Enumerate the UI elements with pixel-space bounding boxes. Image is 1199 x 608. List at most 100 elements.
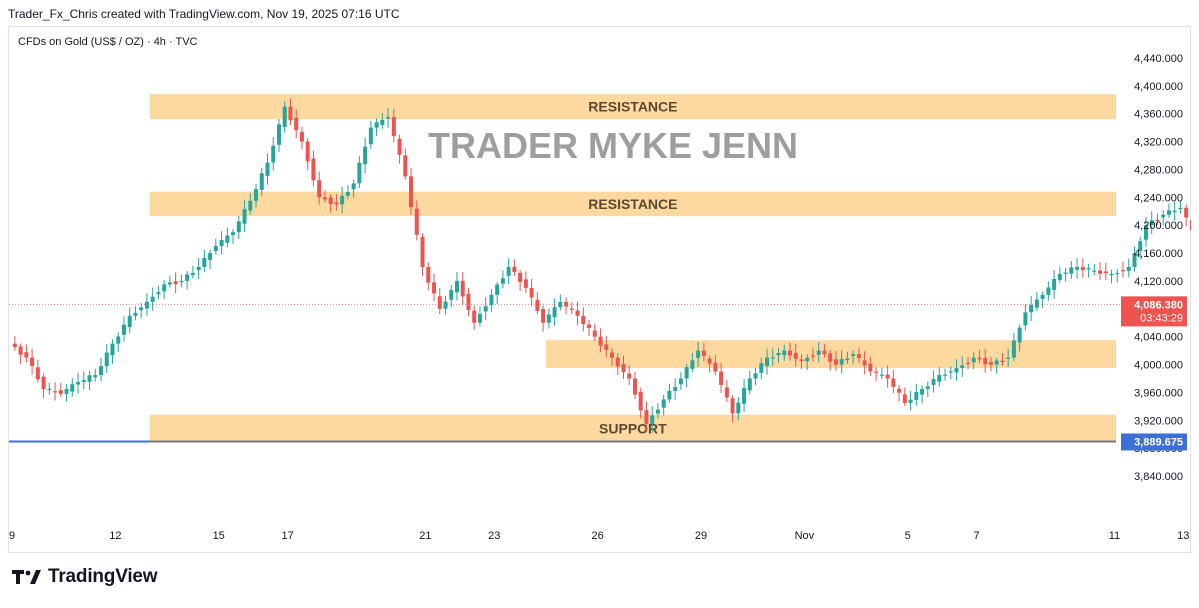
candle-body bbox=[409, 176, 414, 208]
candle-body bbox=[432, 282, 437, 294]
candle-body bbox=[506, 267, 511, 276]
candle-body bbox=[730, 398, 735, 414]
candle-body bbox=[116, 336, 121, 344]
candle-body bbox=[489, 294, 494, 306]
candle-body bbox=[437, 296, 442, 309]
candle-body bbox=[345, 192, 350, 196]
candle-body bbox=[317, 180, 322, 198]
candle-body bbox=[851, 354, 856, 356]
candle-body bbox=[477, 313, 482, 323]
candle-body bbox=[1166, 210, 1171, 215]
candle-body bbox=[793, 352, 798, 359]
candle-body bbox=[920, 388, 925, 395]
candle-body bbox=[701, 350, 706, 356]
y-tick-label: 4,400.000 bbox=[1134, 81, 1183, 93]
chart-frame bbox=[8, 26, 1191, 553]
candle-body bbox=[753, 373, 758, 379]
x-tick-label: 13 bbox=[1177, 530, 1189, 542]
candle-body bbox=[523, 279, 528, 288]
x-tick-label: 9 bbox=[9, 530, 15, 542]
candle-body bbox=[179, 280, 184, 283]
candle-body bbox=[592, 330, 597, 337]
x-tick-label: Nov bbox=[795, 530, 815, 542]
candle-body bbox=[87, 375, 92, 382]
candle-body bbox=[1086, 268, 1091, 270]
candle-body bbox=[1052, 278, 1057, 290]
candle-body bbox=[902, 394, 907, 403]
tradingview-logo-icon bbox=[12, 570, 41, 584]
candle-body bbox=[64, 388, 69, 394]
candle-body bbox=[1011, 340, 1016, 358]
candle-body bbox=[1189, 219, 1191, 231]
y-tick-label: 4,040.000 bbox=[1134, 332, 1183, 344]
candle-body bbox=[925, 386, 930, 389]
candle-body bbox=[1063, 272, 1068, 274]
candle-body bbox=[213, 246, 218, 251]
candle-body bbox=[24, 352, 29, 358]
zone-label-1: RESISTANCE bbox=[588, 196, 677, 212]
candle-body bbox=[650, 415, 655, 424]
candle-body bbox=[454, 280, 459, 293]
candle-body bbox=[759, 363, 764, 373]
candle-body bbox=[144, 301, 149, 309]
candle-body bbox=[1017, 327, 1022, 343]
candle-body bbox=[862, 360, 867, 366]
y-tick-label: 3,960.000 bbox=[1134, 387, 1183, 399]
zone-box-0 bbox=[149, 94, 1117, 120]
candle-body bbox=[977, 357, 982, 360]
candle-body bbox=[1143, 225, 1148, 240]
candle-body bbox=[1161, 214, 1166, 218]
candle-body bbox=[690, 360, 695, 369]
candle-body bbox=[885, 374, 890, 379]
candle-body bbox=[127, 315, 132, 328]
attribution-text: Trader_Fx_Chris created with TradingView… bbox=[8, 7, 400, 21]
y-tick-label: 4,320.000 bbox=[1134, 137, 1183, 149]
candle-body bbox=[41, 376, 46, 389]
candle-body bbox=[776, 352, 781, 356]
candle-body bbox=[156, 292, 161, 295]
candle-body bbox=[397, 138, 402, 155]
candle-body bbox=[202, 257, 207, 267]
zone-box-1 bbox=[149, 191, 1117, 217]
candle-body bbox=[678, 378, 683, 385]
candle-body bbox=[965, 362, 970, 364]
candle-body bbox=[856, 354, 861, 358]
candle-body bbox=[1023, 312, 1028, 326]
x-tick-label: 26 bbox=[592, 530, 604, 542]
candle-body bbox=[845, 358, 850, 361]
candle-body bbox=[914, 391, 919, 400]
price-chart[interactable]: RESISTANCE RESISTANCE SUPPORT TRADER MYKE J… bbox=[9, 27, 1191, 552]
candle-body bbox=[254, 189, 259, 201]
candle-body bbox=[512, 267, 517, 273]
candle-body bbox=[466, 293, 471, 310]
candle-body bbox=[908, 399, 913, 403]
candle-body bbox=[1006, 357, 1011, 359]
candle-body bbox=[736, 402, 741, 414]
candle-body bbox=[1103, 271, 1108, 274]
candle-body bbox=[627, 373, 632, 379]
candle-body bbox=[1034, 299, 1039, 308]
candle-body bbox=[185, 274, 190, 281]
candle-body bbox=[368, 127, 373, 145]
candle-body bbox=[874, 371, 879, 373]
candle-body bbox=[1069, 267, 1074, 274]
candle-body bbox=[724, 387, 729, 398]
candle-body bbox=[587, 324, 592, 328]
watermark-text: TRADER MYKE JENN bbox=[428, 125, 798, 166]
candle-body bbox=[276, 124, 281, 145]
candle-body bbox=[891, 378, 896, 387]
candle-body bbox=[1178, 207, 1183, 209]
candle-body bbox=[139, 307, 144, 311]
y-tick-label: 4,000.000 bbox=[1134, 360, 1183, 372]
y-tick-label: 4,160.000 bbox=[1134, 248, 1183, 260]
candle-body bbox=[357, 162, 362, 184]
candle-body bbox=[426, 267, 431, 283]
candle-body bbox=[638, 391, 643, 411]
x-tick-label: 11 bbox=[1109, 530, 1120, 542]
y-tick-label: 4,360.000 bbox=[1134, 109, 1183, 121]
candle-body bbox=[208, 253, 213, 261]
zone-label-3: SUPPORT bbox=[599, 421, 667, 437]
candle-body bbox=[833, 359, 838, 365]
candle-body bbox=[696, 350, 701, 358]
candle-body bbox=[661, 399, 666, 408]
